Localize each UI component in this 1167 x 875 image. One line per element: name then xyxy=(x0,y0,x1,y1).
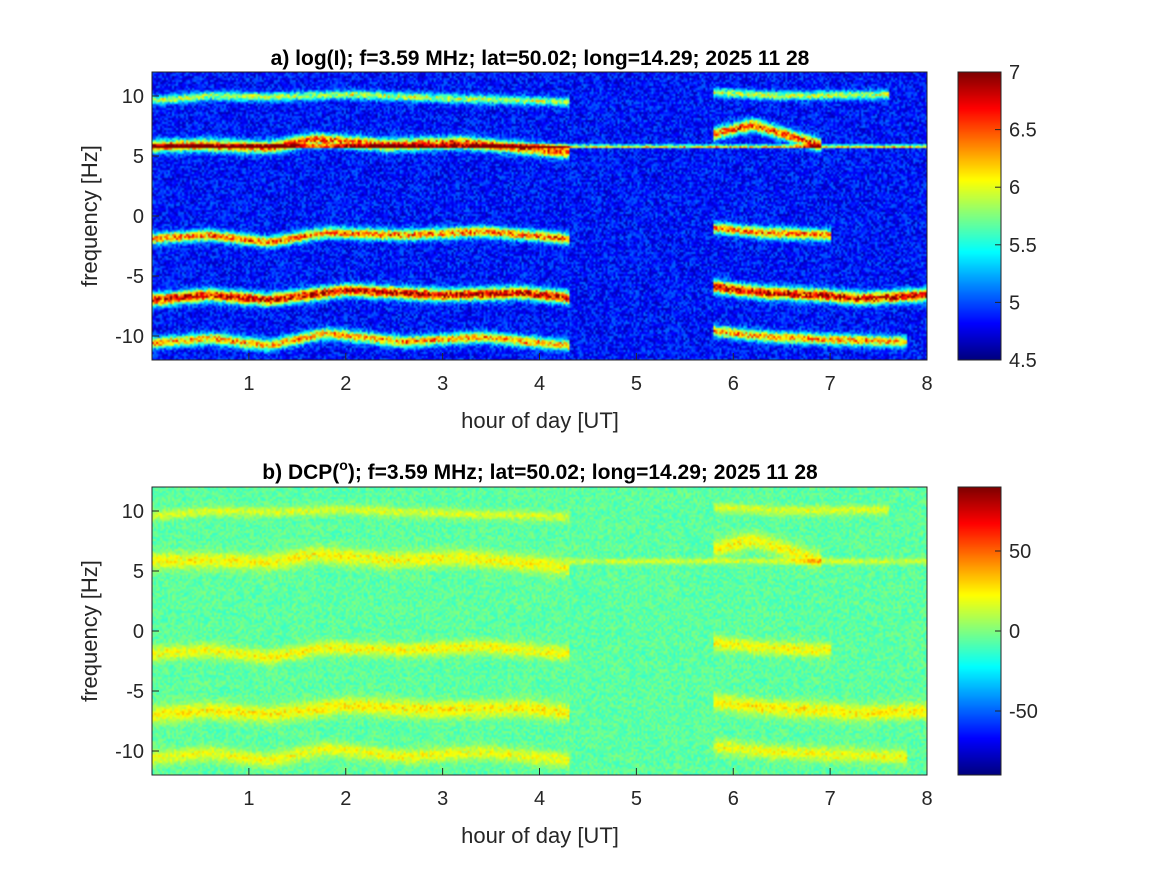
x-tick-label: 3 xyxy=(437,373,448,395)
x-tick-label: 7 xyxy=(825,788,836,810)
panel-a-y-label: frequency [Hz] xyxy=(77,145,102,287)
y-tick-label: -10 xyxy=(115,741,144,763)
y-tick-label: 10 xyxy=(122,501,144,523)
panel-b-heatmap-image xyxy=(152,487,927,775)
panel-a-colorbar-ticks: 7 6.5 6 5.5 5 4.5 xyxy=(995,62,1037,372)
x-tick-label: 6 xyxy=(728,788,739,810)
x-tick-label: 8 xyxy=(921,373,932,395)
x-tick-label: 4 xyxy=(534,788,545,810)
colorbar-tick-label: 50 xyxy=(1009,541,1031,563)
panel-a-colorbar-box xyxy=(957,71,1002,361)
y-tick-label: -5 xyxy=(126,266,144,288)
x-tick-label: 2 xyxy=(340,788,351,810)
y-tick-label: -10 xyxy=(115,326,144,348)
colorbar-tick-label: 5 xyxy=(1009,292,1020,314)
panel-a-x-label: hour of day [UT] xyxy=(461,408,619,433)
panel-a-x-ticks: 1 2 3 4 5 6 7 8 xyxy=(243,353,933,395)
panel-b-title: b) DCP(o); f=3.59 MHz; lat=50.02; long=1… xyxy=(262,457,818,484)
panel-b-x-label: hour of day [UT] xyxy=(461,823,619,848)
panel-b-title-prefix: b) DCP( xyxy=(262,461,339,484)
x-tick-label: 7 xyxy=(825,373,836,395)
x-tick-label: 1 xyxy=(243,373,254,395)
panel-a-y-ticks: 10 5 0 -5 -10 xyxy=(115,86,159,348)
x-tick-label: 6 xyxy=(728,373,739,395)
y-tick-label: -5 xyxy=(126,681,144,703)
panel-a-heatmap-image xyxy=(152,72,927,360)
colorbar-tick-label: -50 xyxy=(1009,701,1038,723)
panel-b-title-degree: o xyxy=(339,457,348,473)
colorbar-tick-label: 7 xyxy=(1009,62,1020,84)
x-tick-label: 5 xyxy=(631,373,642,395)
panel-a-title: a) log(I); f=3.59 MHz; lat=50.02; long=1… xyxy=(271,47,810,70)
colorbar-tick-label: 4.5 xyxy=(1009,350,1037,372)
y-tick-label: 5 xyxy=(133,561,144,583)
panel-a: a) log(I); f=3.59 MHz; lat=50.02; long=1… xyxy=(77,47,1037,433)
colorbar-tick-label: 6.5 xyxy=(1009,120,1037,142)
y-tick-label: 5 xyxy=(133,146,144,168)
panel-a-colorbar-image xyxy=(958,72,1001,360)
x-tick-label: 3 xyxy=(437,788,448,810)
panel-b-x-ticks: 1 2 3 4 5 6 7 8 xyxy=(243,768,933,810)
panel-b-colorbar-image xyxy=(958,487,1001,775)
colorbar-tick-label: 0 xyxy=(1009,621,1020,643)
y-tick-label: 0 xyxy=(133,621,144,643)
x-tick-label: 1 xyxy=(243,788,254,810)
y-tick-label: 0 xyxy=(133,206,144,228)
x-tick-label: 2 xyxy=(340,373,351,395)
panel-b-title-suffix: ); f=3.59 MHz; lat=50.02; long=14.29; 20… xyxy=(348,461,818,484)
colorbar-tick-label: 6 xyxy=(1009,177,1020,199)
y-tick-label: 10 xyxy=(122,86,144,108)
panel-b-y-label: frequency [Hz] xyxy=(77,560,102,702)
panel-b: b) DCP(o); f=3.59 MHz; lat=50.02; long=1… xyxy=(77,457,1038,848)
colorbar-tick-label: 5.5 xyxy=(1009,235,1037,257)
x-tick-label: 5 xyxy=(631,788,642,810)
x-tick-label: 4 xyxy=(534,373,545,395)
x-tick-label: 8 xyxy=(921,788,932,810)
panel-b-y-ticks: 10 5 0 -5 -10 xyxy=(115,501,159,763)
panel-b-colorbar-ticks: 50 0 -50 xyxy=(995,541,1038,723)
